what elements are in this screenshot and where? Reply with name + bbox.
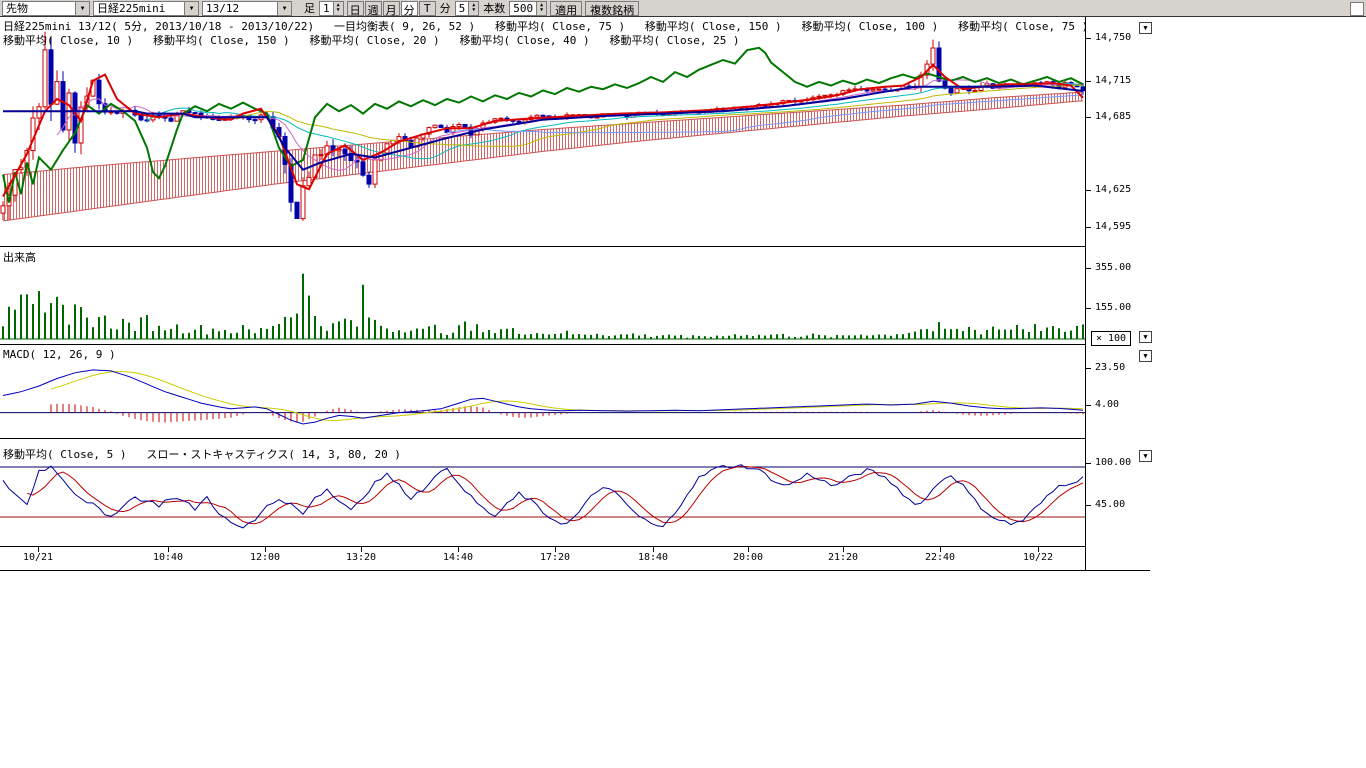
- macd-pane-label: MACD( 12, 26, 9 ): [3, 348, 116, 361]
- time-axis-label: 10:40: [153, 552, 183, 563]
- period-button-月[interactable]: 月: [383, 1, 400, 16]
- period-button-T[interactable]: T: [419, 1, 436, 16]
- toolbar-corner-button[interactable]: [1350, 2, 1364, 16]
- chevron-down-icon[interactable]: ▼: [184, 2, 198, 15]
- spinner-up-down-icon[interactable]: ▲▼: [536, 2, 546, 15]
- minute-unit-label: 分: [439, 0, 452, 16]
- chevron-down-icon[interactable]: ▼: [277, 2, 291, 15]
- apply-button[interactable]: 適用: [550, 1, 582, 16]
- stoch-pane-label: 移動平均( Close, 5 ) スロー・ストキャスティクス( 14, 3, 8…: [3, 446, 401, 462]
- period-button-group: 日週月分T: [347, 1, 436, 16]
- contract-month-select[interactable]: 13/12 ▼: [202, 1, 292, 16]
- price-axis-label: 14,625: [1095, 184, 1131, 195]
- time-axis-label: 14:40: [443, 552, 473, 563]
- period-button-日[interactable]: 日: [347, 1, 364, 16]
- price-axis-label: 14,685: [1095, 111, 1131, 122]
- price-axis-label: 14,595: [1095, 221, 1131, 232]
- main-toolbar: 先物 ▼ 日経225mini ▼ 13/12 ▼ 足 1 ▲▼ 日週月分T 分 …: [0, 0, 1366, 17]
- period-button-分[interactable]: 分: [401, 1, 418, 16]
- volume-multiplier-badge: × 100: [1091, 331, 1131, 346]
- chart-canvas[interactable]: [0, 0, 1160, 575]
- time-axis-label: 18:40: [638, 552, 668, 563]
- minute-value-spinner[interactable]: 5 ▲▼: [455, 1, 480, 16]
- minute-value: 5: [456, 2, 469, 15]
- instrument-category-select[interactable]: 先物 ▼: [2, 1, 90, 16]
- pane-menu-button[interactable]: ▼: [1139, 350, 1152, 362]
- time-axis-label: 10/22: [1023, 552, 1053, 563]
- time-axis-label: 22:40: [925, 552, 955, 563]
- instrument-category-value: 先物: [3, 0, 75, 16]
- volume-pane-label: 出来高: [3, 249, 36, 265]
- pane-menu-button[interactable]: ▼: [1139, 22, 1152, 34]
- time-axis-label: 17:20: [540, 552, 570, 563]
- time-axis-label: 13:20: [346, 552, 376, 563]
- chart-area[interactable]: 日経225mini 13/12( 5分, 2013/10/18 - 2013/1…: [0, 0, 1366, 768]
- symbol-select[interactable]: 日経225mini ▼: [93, 1, 199, 16]
- chevron-down-icon[interactable]: ▼: [75, 2, 89, 15]
- legend-line-1: 日経225mini 13/12( 5分, 2013/10/18 - 2013/1…: [3, 20, 1088, 33]
- symbol-value: 日経225mini: [94, 0, 184, 16]
- volume-axis-label: 155.00: [1095, 302, 1131, 313]
- stoch-axis-label: 45.00: [1095, 499, 1125, 510]
- bar-type-label: 足: [303, 0, 316, 16]
- time-axis-label: 12:00: [250, 552, 280, 563]
- bar-count-spinner[interactable]: 500 ▲▼: [509, 1, 547, 16]
- price-axis-label: 14,715: [1095, 75, 1131, 86]
- bar-multiplier-spinner[interactable]: 1 ▲▼: [319, 1, 344, 16]
- spinner-up-down-icon[interactable]: ▲▼: [468, 2, 478, 15]
- time-axis-label: 10/21: [23, 552, 53, 563]
- time-axis-label: 20:00: [733, 552, 763, 563]
- stoch-axis-label: 100.00: [1095, 457, 1131, 468]
- multi-symbol-button[interactable]: 複数銘柄: [585, 1, 639, 16]
- volume-axis-label: 355.00: [1095, 262, 1131, 273]
- bar-count-label: 本数: [482, 0, 506, 16]
- bar-count-value: 500: [510, 2, 536, 15]
- period-button-週[interactable]: 週: [365, 1, 382, 16]
- pane-menu-button[interactable]: ▼: [1139, 331, 1152, 343]
- time-axis-label: 21:20: [828, 552, 858, 563]
- contract-month-value: 13/12: [203, 2, 277, 15]
- legend-line-2: 移動平均( Close, 10 ) 移動平均( Close, 150 ) 移動平…: [3, 34, 740, 47]
- bar-multiplier-value: 1: [320, 2, 333, 15]
- pane-menu-button[interactable]: ▼: [1139, 450, 1152, 462]
- macd-axis-label: 23.50: [1095, 362, 1125, 373]
- spinner-up-down-icon[interactable]: ▲▼: [333, 2, 343, 15]
- macd-axis-label: 4.00: [1095, 399, 1119, 410]
- price-axis-label: 14,750: [1095, 32, 1131, 43]
